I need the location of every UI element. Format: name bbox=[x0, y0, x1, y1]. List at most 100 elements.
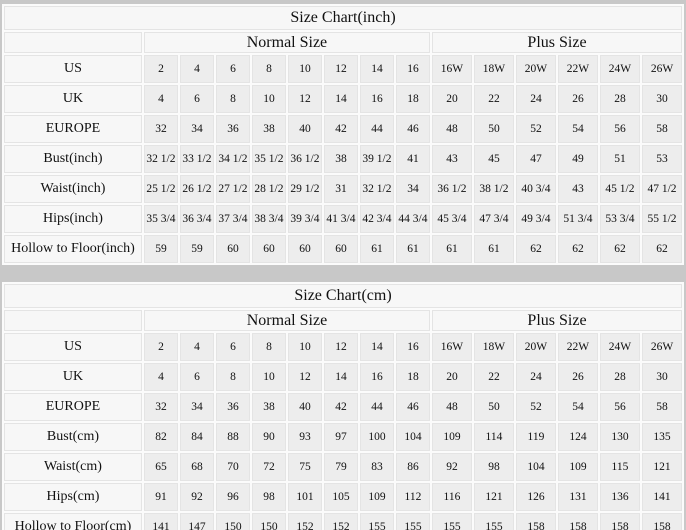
cell-value: 60 bbox=[251, 235, 286, 263]
cell-value: 58 bbox=[641, 115, 683, 143]
cell-value: 61 bbox=[395, 235, 430, 263]
cell-value: 83 bbox=[359, 453, 394, 481]
cell-value: 70 bbox=[215, 453, 250, 481]
cell-value: 4 bbox=[143, 363, 178, 391]
table-title-row: Size Chart(cm) bbox=[3, 284, 683, 308]
cell-value: 41 3/4 bbox=[323, 205, 358, 233]
cell-value: 126 bbox=[515, 483, 556, 511]
cell-value: 22W bbox=[557, 55, 598, 83]
cell-value: 14 bbox=[359, 55, 394, 83]
row-label: US bbox=[3, 333, 142, 361]
cell-value: 36 1/2 bbox=[287, 145, 322, 173]
column-group-row: Normal Size Plus Size bbox=[3, 310, 683, 331]
column-group-row: Normal Size Plus Size bbox=[3, 32, 683, 53]
cell-value: 79 bbox=[323, 453, 358, 481]
cell-value: 152 bbox=[323, 513, 358, 530]
table-row: EUROPE 32 34 36 38 40 42 44 46 48 50 52 54 56 58 bbox=[3, 393, 683, 421]
cell-value: 51 bbox=[599, 145, 640, 173]
cell-value: 26W bbox=[641, 333, 683, 361]
table-title-row: Size Chart(inch) bbox=[3, 6, 683, 30]
row-label: Bust(inch) bbox=[3, 145, 142, 173]
cell-value: 44 bbox=[359, 115, 394, 143]
cell-value: 62 bbox=[515, 235, 556, 263]
cell-value: 46 bbox=[395, 115, 430, 143]
cell-value: 59 bbox=[143, 235, 178, 263]
cell-value: 25 1/2 bbox=[143, 175, 178, 203]
cell-value: 109 bbox=[431, 423, 472, 451]
cell-value: 36 3/4 bbox=[179, 205, 214, 233]
cell-value: 158 bbox=[599, 513, 640, 530]
cell-value: 45 1/2 bbox=[599, 175, 640, 203]
cell-value: 36 bbox=[215, 115, 250, 143]
cell-value: 4 bbox=[143, 85, 178, 113]
cell-value: 101 bbox=[287, 483, 322, 511]
cell-value: 91 bbox=[143, 483, 178, 511]
corner-cell bbox=[3, 310, 142, 331]
cell-value: 131 bbox=[557, 483, 598, 511]
table-row: Hollow to Floor(cm) 141 147 150 150 152 152 155… bbox=[3, 513, 683, 530]
cell-value: 35 1/2 bbox=[251, 145, 286, 173]
cell-value: 6 bbox=[215, 55, 250, 83]
cell-value: 44 bbox=[359, 393, 394, 421]
cell-value: 92 bbox=[179, 483, 214, 511]
cell-value: 58 bbox=[641, 393, 683, 421]
cell-value: 109 bbox=[557, 453, 598, 481]
cell-value: 14 bbox=[323, 85, 358, 113]
cell-value: 27 1/2 bbox=[215, 175, 250, 203]
cell-value: 38 3/4 bbox=[251, 205, 286, 233]
cell-value: 26 1/2 bbox=[179, 175, 214, 203]
cell-value: 150 bbox=[215, 513, 250, 530]
table-row: EUROPE 32 34 36 38 40 42 44 46 48 50 52 54 56 58 bbox=[3, 115, 683, 143]
cell-value: 43 bbox=[557, 175, 598, 203]
cell-value: 14 bbox=[359, 333, 394, 361]
cell-value: 92 bbox=[431, 453, 472, 481]
cell-value: 28 bbox=[599, 85, 640, 113]
row-label: UK bbox=[3, 85, 142, 113]
cell-value: 10 bbox=[251, 85, 286, 113]
cell-value: 155 bbox=[473, 513, 514, 530]
cell-value: 104 bbox=[515, 453, 556, 481]
row-label: UK bbox=[3, 363, 142, 391]
cell-value: 34 1/2 bbox=[215, 145, 250, 173]
cell-value: 45 3/4 bbox=[431, 205, 472, 233]
cell-value: 22 bbox=[473, 85, 514, 113]
cell-value: 47 3/4 bbox=[473, 205, 514, 233]
cell-value: 8 bbox=[251, 333, 286, 361]
cell-value: 8 bbox=[215, 85, 250, 113]
cell-value: 82 bbox=[143, 423, 178, 451]
cell-value: 84 bbox=[179, 423, 214, 451]
cell-value: 47 1/2 bbox=[641, 175, 683, 203]
cell-value: 54 bbox=[557, 393, 598, 421]
cell-value: 2 bbox=[143, 333, 178, 361]
cell-value: 115 bbox=[599, 453, 640, 481]
table-row: Bust(cm) 82 84 88 90 93 97 100 104 109 114 119 124 13… bbox=[3, 423, 683, 451]
cell-value: 34 bbox=[179, 393, 214, 421]
cell-value: 56 bbox=[599, 115, 640, 143]
cell-value: 20 bbox=[431, 85, 472, 113]
cell-value: 38 1/2 bbox=[473, 175, 514, 203]
cell-value: 97 bbox=[323, 423, 358, 451]
cell-value: 61 bbox=[359, 235, 394, 263]
cell-value: 62 bbox=[557, 235, 598, 263]
cell-value: 36 1/2 bbox=[431, 175, 472, 203]
cell-value: 32 bbox=[143, 393, 178, 421]
cell-value: 42 bbox=[323, 115, 358, 143]
cell-value: 96 bbox=[215, 483, 250, 511]
cell-value: 29 1/2 bbox=[287, 175, 322, 203]
table-row: US 2 4 6 8 10 12 14 16 16W 18W 20W 22W 24W 26W bbox=[3, 333, 683, 361]
cell-value: 42 3/4 bbox=[359, 205, 394, 233]
cell-value: 26 bbox=[557, 85, 598, 113]
cell-value: 62 bbox=[599, 235, 640, 263]
cell-value: 10 bbox=[251, 363, 286, 391]
corner-cell bbox=[3, 32, 142, 53]
cell-value: 130 bbox=[599, 423, 640, 451]
cell-value: 14 bbox=[323, 363, 358, 391]
cell-value: 35 3/4 bbox=[143, 205, 178, 233]
cell-value: 6 bbox=[179, 363, 214, 391]
chart-title: Size Chart(inch) bbox=[3, 6, 683, 30]
cell-value: 105 bbox=[323, 483, 358, 511]
chart-title: Size Chart(cm) bbox=[3, 284, 683, 308]
row-label: EUROPE bbox=[3, 393, 142, 421]
cell-value: 34 bbox=[395, 175, 430, 203]
